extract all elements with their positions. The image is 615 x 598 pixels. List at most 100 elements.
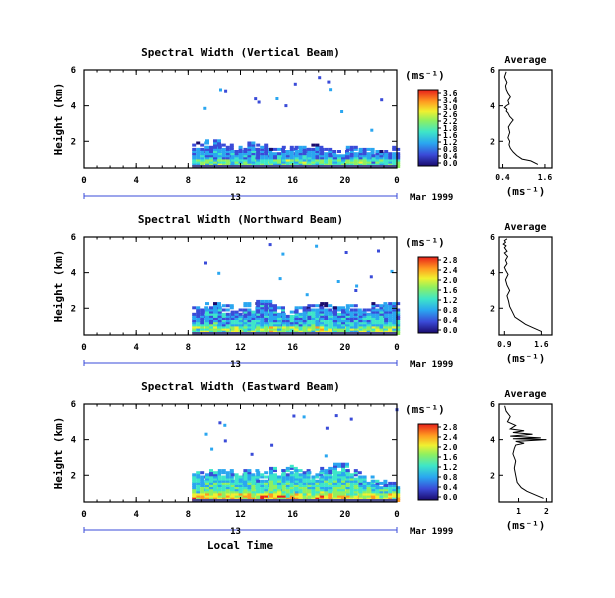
- heatmap-cell: [336, 280, 340, 283]
- heatmap-cell: [275, 97, 279, 100]
- heatmap-cell: [392, 314, 397, 318]
- heatmap-cell: [225, 479, 230, 483]
- heatmap-cell: [260, 152, 265, 156]
- heatmap-cell: [243, 327, 248, 331]
- heatmap-cell: [221, 323, 226, 327]
- heatmap-cell: [353, 308, 358, 312]
- heatmap-cell: [320, 471, 325, 475]
- heatmap-cell: [269, 469, 273, 473]
- heatmap-cell: [192, 490, 197, 494]
- heatmap-cell: [320, 325, 325, 329]
- heatmap-cell: [294, 308, 299, 312]
- heatmap-cell: [225, 321, 230, 325]
- heatmap-cell: [337, 156, 341, 160]
- heatmap-cell: [324, 473, 329, 477]
- heatmap-cell: [225, 492, 230, 496]
- heatmap-cell: [230, 484, 235, 487]
- heatmap-cell: [264, 494, 269, 498]
- heatmap-cell: [213, 306, 217, 310]
- heatmap-cell: [264, 304, 269, 308]
- heatmap-cell: [311, 314, 316, 318]
- heatmap-cell: [337, 162, 341, 166]
- heatmap-cell: [333, 308, 337, 312]
- heatmap-cell: [281, 484, 286, 487]
- heatmap-cell: [396, 310, 401, 314]
- heatmap-cell: [230, 496, 235, 500]
- heatmap-cell: [294, 477, 299, 481]
- heatmap-cell: [247, 158, 252, 162]
- heatmap-cell: [324, 494, 329, 498]
- heatmap-cell: [320, 152, 325, 156]
- heatmap-cell: [221, 156, 226, 160]
- heatmap-cell: [277, 327, 281, 331]
- colorbar: [417, 256, 439, 334]
- heatmap-cell: [205, 317, 209, 320]
- heatmap-cell: [328, 147, 333, 151]
- heatmap-cell: [371, 486, 376, 490]
- heatmap-cell: [337, 306, 341, 310]
- heatmap-cell: [192, 312, 197, 316]
- y-tick-label: 2: [71, 137, 76, 147]
- heatmap-cell: [192, 496, 197, 500]
- colorbar: [417, 89, 439, 167]
- heatmap-cell: [247, 492, 252, 496]
- heatmap-cell: [213, 479, 217, 483]
- heatmap-cell: [328, 325, 333, 329]
- heatmap-cell: [333, 486, 337, 490]
- heatmap-cell: [277, 481, 281, 485]
- heatmap-cell: [384, 310, 389, 314]
- heatmap-cell: [388, 494, 393, 498]
- heatmap-cell: [349, 308, 354, 312]
- colorbar-tick-label: 3.4: [443, 96, 458, 105]
- heatmap-cell: [392, 321, 397, 325]
- heatmap-cell: [298, 158, 303, 162]
- heatmap-cell: [333, 488, 337, 492]
- heatmap-cell: [243, 486, 248, 490]
- y-tick-label: 6: [71, 66, 76, 76]
- heatmap-cell: [281, 156, 286, 160]
- heatmap-cell: [285, 327, 290, 331]
- heatmap-cell: [293, 147, 298, 151]
- heatmap-cell: [269, 317, 273, 320]
- heatmap-cell: [328, 327, 333, 331]
- date-label: Mar 1999: [410, 360, 453, 370]
- heatmap-cell: [260, 479, 265, 483]
- heatmap-cell: [205, 481, 209, 485]
- heatmap-cell: [243, 308, 248, 312]
- heatmap-cell: [205, 479, 209, 483]
- heatmap-cells: [192, 243, 401, 335]
- heatmap-cell: [277, 152, 281, 156]
- heatmap-cell: [281, 162, 286, 166]
- heatmap-cell: [333, 325, 337, 329]
- heatmap-cell: [260, 494, 265, 498]
- heatmap-cell: [345, 327, 350, 331]
- heatmap-cell: [349, 327, 354, 331]
- heatmap-cell: [221, 479, 226, 483]
- heatmap-cell: [205, 488, 209, 492]
- heatmap-cell: [328, 323, 333, 327]
- heatmap-cell: [260, 490, 265, 494]
- heatmap-cell: [315, 475, 320, 479]
- heatmap-cell: [225, 473, 230, 477]
- heatmap-cell: [392, 484, 397, 487]
- heatmap-cell: [375, 479, 380, 483]
- heatmap-cell: [311, 304, 316, 308]
- heatmap-cell: [353, 304, 358, 308]
- heatmap-cell: [307, 160, 312, 164]
- heatmap-cell: [243, 152, 248, 156]
- heatmap-cell: [384, 329, 389, 333]
- x-tick-label: 12: [235, 176, 246, 186]
- heatmap-cell: [234, 310, 239, 314]
- heatmap-cell: [217, 329, 222, 333]
- heatmap-cell: [256, 310, 261, 314]
- heatmap-cell: [320, 154, 325, 158]
- heatmap-cell: [298, 473, 303, 477]
- profile-title: Average: [504, 389, 546, 400]
- heatmap-cell: [225, 162, 230, 166]
- heatmap-cell: [396, 332, 401, 335]
- heatmap-cell: [251, 162, 256, 166]
- heatmap-cell: [273, 314, 277, 318]
- heatmap-cell: [200, 162, 205, 166]
- heatmap-cell: [340, 110, 344, 113]
- heatmap-cell: [315, 492, 320, 496]
